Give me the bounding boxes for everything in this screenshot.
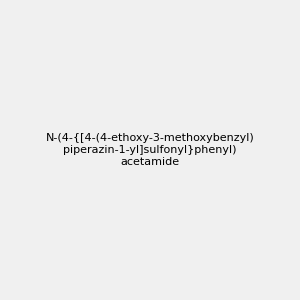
Text: N-(4-{[4-(4-ethoxy-3-methoxybenzyl)
piperazin-1-yl]sulfonyl}phenyl)
acetamide: N-(4-{[4-(4-ethoxy-3-methoxybenzyl) pipe… — [46, 134, 254, 166]
